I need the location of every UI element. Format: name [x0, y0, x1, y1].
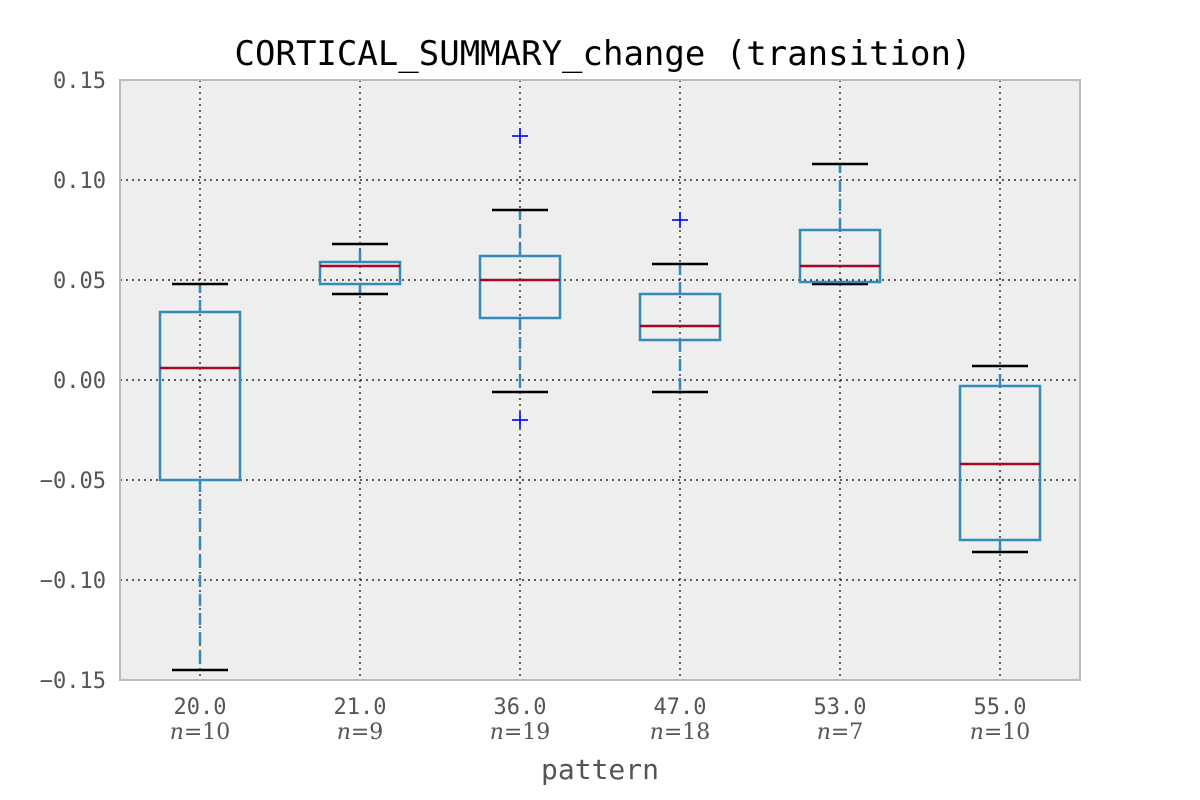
x-tick-count: n=10: [170, 720, 231, 745]
chart-title: CORTICAL_SUMMARY_change (transition): [235, 34, 972, 74]
x-tick-count: n=9: [337, 720, 384, 745]
outlier-point-0: [512, 128, 528, 144]
y-tick-label: −0.10: [40, 569, 106, 594]
iqr-box: [638, 292, 722, 342]
box-group-53.0: [798, 162, 882, 286]
x-tick-label: 53.0: [814, 695, 867, 720]
x-axis-label: pattern: [541, 753, 659, 786]
x-tick-count: n=19: [490, 720, 551, 745]
x-tick-label: 55.0: [974, 695, 1027, 720]
box-group-47.0: [638, 212, 722, 394]
outlier-point-1: [512, 412, 528, 428]
x-tick-count: n=10: [970, 720, 1031, 745]
x-tick-label: 21.0: [334, 695, 387, 720]
y-tick-label: 0.00: [53, 369, 106, 394]
y-tick-label: 0.05: [53, 269, 106, 294]
y-axis-ticks: 0.15 0.10 0.05 0.00 −0.05 −0.10 −0.15: [40, 69, 106, 694]
box-group-36.0: [478, 128, 562, 428]
box-group-55.0: [958, 364, 1042, 554]
box-group-20.0: [158, 282, 242, 672]
iqr-box: [318, 260, 402, 286]
iqr-box: [478, 254, 562, 320]
box-group-21.0: [318, 242, 402, 296]
plot-frame: [119, 79, 1081, 681]
box-series: [158, 128, 1042, 672]
y-tick-label: −0.15: [40, 669, 106, 694]
x-tick-count: n=7: [817, 720, 864, 745]
y-tick-label: 0.15: [53, 69, 106, 94]
y-tick-label: 0.10: [53, 169, 106, 194]
x-axis-ticks: 20.0n=1021.0n=936.0n=1947.0n=1853.0n=755…: [170, 695, 1031, 745]
y-tick-label: −0.05: [40, 469, 106, 494]
x-tick-label: 36.0: [494, 695, 547, 720]
outlier-point-0: [672, 212, 688, 228]
iqr-box: [158, 310, 242, 482]
x-tick-label: 47.0: [654, 695, 707, 720]
x-tick-label: 20.0: [174, 695, 227, 720]
x-tick-count: n=18: [650, 720, 711, 745]
iqr-box: [798, 228, 882, 284]
